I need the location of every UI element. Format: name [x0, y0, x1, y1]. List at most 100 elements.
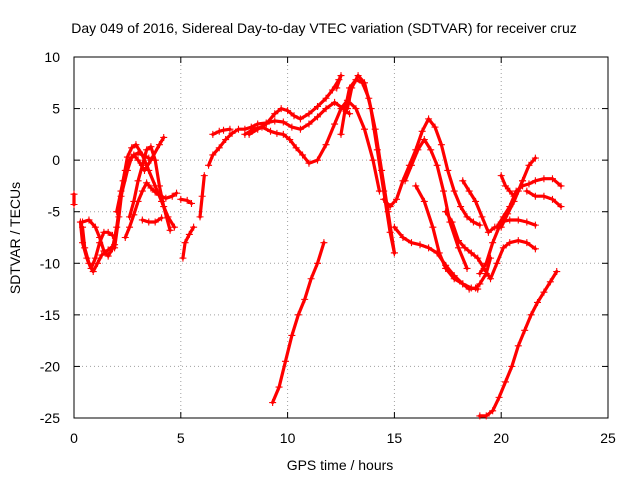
data-point: [476, 221, 484, 229]
data-point: [501, 182, 509, 190]
series-line: [495, 177, 563, 229]
data-point: [93, 259, 101, 267]
data-point: [442, 208, 450, 216]
data-point: [514, 216, 522, 224]
data-point: [472, 284, 480, 292]
data-point: [288, 331, 296, 339]
data-point: [352, 105, 360, 113]
data-series-arc-17: [333, 72, 345, 92]
data-point: [390, 249, 398, 257]
data-point: [307, 275, 315, 283]
series-line: [115, 135, 166, 214]
data-point: [262, 120, 270, 128]
data-point: [155, 141, 163, 149]
data-point: [454, 244, 462, 252]
series-line: [181, 225, 196, 260]
data-point: [222, 136, 230, 144]
series-line: [335, 73, 343, 90]
data-point: [337, 72, 345, 80]
data-point: [70, 200, 78, 208]
data-point: [448, 218, 456, 226]
data-point: [482, 259, 490, 267]
data-series-arc-14: [209, 125, 234, 138]
data-series-arc-31: [476, 268, 561, 420]
series-line: [345, 73, 396, 255]
data-point: [521, 326, 529, 334]
data-point: [418, 127, 426, 135]
data-point: [314, 156, 322, 164]
data-point: [478, 213, 486, 221]
data-point: [155, 182, 163, 190]
x-axis-label: GPS time / hours: [287, 457, 394, 473]
data-point: [440, 187, 448, 195]
data-point: [126, 213, 134, 221]
data-point: [134, 177, 142, 185]
data-point: [269, 399, 277, 407]
data-point: [200, 172, 208, 180]
data-point: [476, 270, 484, 278]
data-point: [115, 213, 123, 221]
data-point: [399, 234, 407, 241]
data-point: [91, 223, 99, 231]
data-point: [173, 189, 181, 197]
data-point: [519, 177, 527, 185]
data-point: [215, 127, 223, 135]
data-point: [277, 105, 285, 113]
data-point: [531, 221, 539, 229]
data-point: [461, 244, 469, 252]
data-point: [254, 125, 262, 133]
data-point: [367, 105, 375, 113]
data-point: [437, 141, 445, 149]
data-series-arc-7: [121, 179, 181, 241]
data-point: [465, 187, 473, 195]
data-point: [429, 223, 437, 231]
data-series-arc-9: [138, 214, 166, 226]
data-point: [89, 268, 97, 276]
data-point: [420, 197, 428, 205]
data-point: [525, 161, 533, 169]
data-series-arc-19: [343, 72, 398, 257]
data-point: [279, 118, 287, 126]
data-point: [81, 244, 89, 252]
data-point: [343, 105, 351, 113]
data-point: [166, 226, 174, 234]
data-point: [147, 143, 155, 151]
data-point: [331, 98, 339, 106]
data-point: [196, 213, 204, 221]
data-point: [179, 254, 187, 262]
data-point: [476, 412, 484, 420]
data-point: [390, 223, 398, 231]
data-point: [331, 120, 339, 128]
x-tick-label: 15: [387, 430, 403, 446]
plot-frame: [73, 56, 609, 419]
data-point: [70, 190, 78, 198]
data-point: [386, 203, 394, 211]
data-point: [151, 188, 159, 196]
data-point: [514, 342, 522, 350]
data-point: [198, 192, 206, 200]
data-point: [557, 182, 565, 190]
data-point: [527, 311, 535, 319]
x-tick-label: 10: [280, 430, 296, 446]
data-point: [548, 175, 556, 183]
data-point: [134, 156, 142, 164]
data-point: [514, 237, 522, 245]
data-point: [360, 125, 368, 133]
data-series-arc-11: [179, 223, 198, 262]
data-point: [433, 161, 441, 169]
data-point: [299, 151, 307, 159]
data-point: [457, 203, 465, 211]
data-point: [412, 182, 420, 190]
data-point: [548, 195, 556, 203]
data-point: [91, 254, 99, 262]
data-point: [187, 199, 195, 207]
data-point: [234, 125, 242, 133]
data-point: [147, 184, 155, 192]
data-point: [126, 223, 134, 231]
data-point: [431, 123, 439, 131]
data-point: [85, 259, 93, 267]
data-point: [489, 239, 497, 247]
data-point: [160, 133, 168, 141]
data-point: [523, 218, 531, 226]
data-point: [158, 214, 166, 222]
